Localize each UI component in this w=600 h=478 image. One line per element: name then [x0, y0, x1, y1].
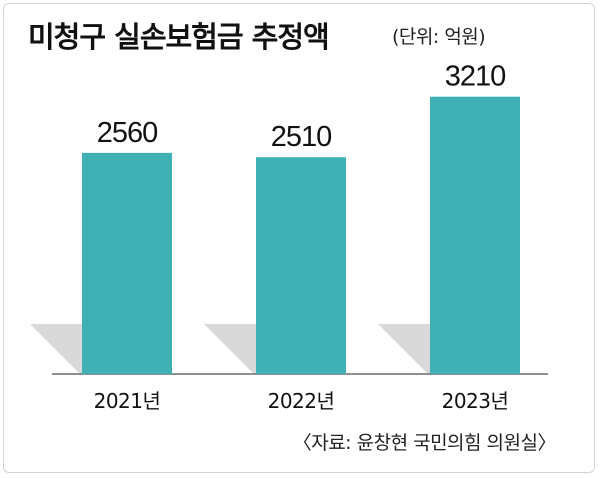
bar	[82, 152, 172, 374]
bar-value-label: 3210	[445, 61, 506, 93]
bar-shadow	[204, 324, 256, 374]
x-tick-label: 2021년	[94, 389, 161, 413]
bar	[430, 96, 520, 374]
bar	[256, 157, 346, 374]
bar-shadow	[30, 324, 82, 374]
x-tick-label: 2023년	[442, 389, 509, 413]
source-note: 〈자료: 윤창현 국민의힘 의원실〉	[292, 432, 557, 454]
unit-label: (단위: 억원)	[392, 26, 486, 48]
x-tick-label: 2022년	[268, 389, 335, 413]
bar-value-label: 2510	[271, 121, 332, 153]
chart-title: 미청구 실손보험금 추정액	[28, 20, 330, 54]
bar-shadow	[378, 324, 430, 374]
chart-frame	[3, 3, 595, 473]
bar-value-label: 2560	[97, 117, 158, 149]
